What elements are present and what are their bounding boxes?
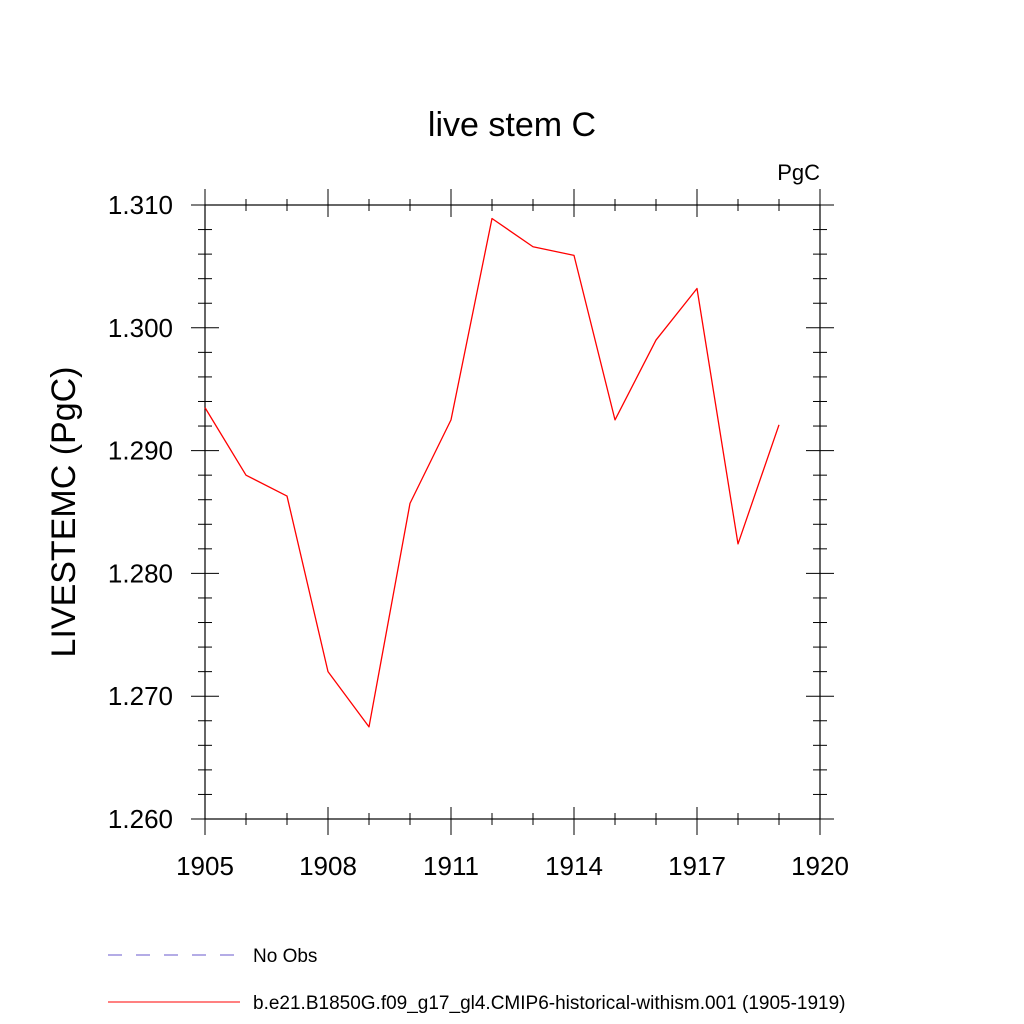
y-tick-label: 1.260 [108,804,173,834]
y-tick-label: 1.290 [108,436,173,466]
x-tick-label: 1917 [668,851,726,881]
x-tick-label: 1920 [791,851,849,881]
axis-ticks: 1905 1908 1911 1914 1917 1920 1.260 1.270 1.280 1… [108,189,849,881]
legend-label: No Obs [253,946,317,967]
legend-label: b.e21.B1850G.f09_g17_gl4.CMIP6-historica… [253,993,846,1014]
y-tick-label: 1.310 [108,190,173,220]
series-line [204,217,780,728]
x-tick-label: 1911 [423,851,479,881]
legend: No Obs b.e21.B1850G.f09_g17_gl4.CMIP6-his… [108,946,846,1014]
y-tick-label: 1.300 [108,313,173,343]
y-tick-label: 1.270 [108,681,173,711]
x-tick-label: 1914 [545,851,603,881]
x-tick-label: 1905 [176,851,234,881]
y-tick-label: 1.280 [108,558,173,588]
y-axis-label: LIVESTEMC (PgC) [45,367,83,658]
chart-title: live stem C [428,106,596,144]
units-label: PgC [777,160,820,185]
plot-frame [204,204,821,820]
series-layer [204,217,780,728]
x-tick-label: 1908 [299,851,357,881]
